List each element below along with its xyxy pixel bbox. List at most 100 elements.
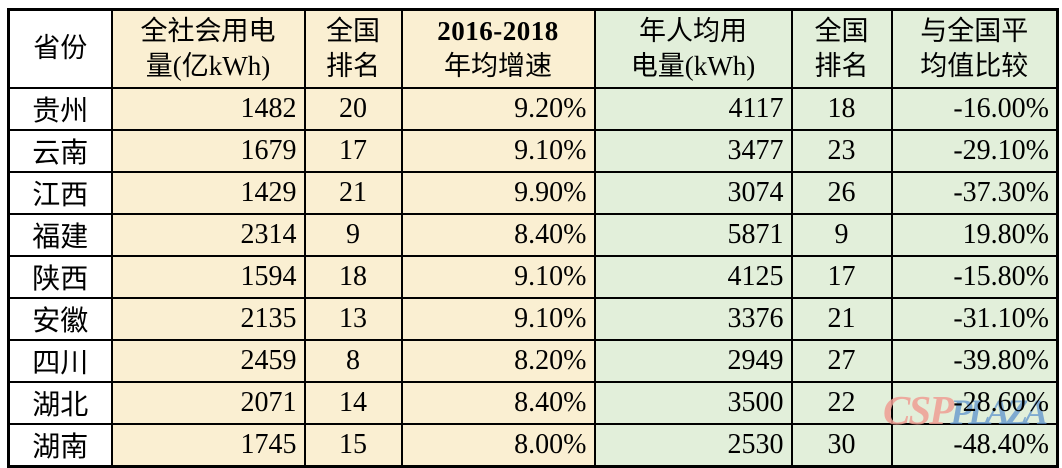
cell-value: 安徽	[32, 305, 89, 337]
cell-value: 1429	[240, 176, 297, 208]
header-line: 2016-2018	[437, 15, 559, 46]
header-cell-1: 全社会用电量(亿kWh)	[110, 8, 306, 89]
cell-value: 18	[827, 92, 856, 124]
table-body: 贵州 1482 20 9.20% 4117 18 -16.00% 云南 1679 17 9.10% 3…	[7, 86, 1059, 467]
cell-national-rank: 9	[303, 212, 403, 257]
cell-total-consumption: 1679	[110, 128, 306, 173]
table-row: 湖北 2071 14 8.40% 3500 22 -28.60%	[7, 380, 1059, 425]
cell-avg-growth: 9.10%	[400, 296, 596, 341]
cell-vs-national-average: -31.10%	[890, 296, 1059, 341]
cell-avg-growth: 9.10%	[400, 254, 596, 299]
cell-value: 1594	[240, 260, 297, 292]
cell-value: -37.30%	[953, 176, 1049, 208]
cell-value: 湖南	[32, 431, 89, 463]
cell-value: 15	[339, 428, 367, 460]
header-cell-2: 全国 排名	[303, 8, 403, 89]
cell-national-rank: 8	[303, 338, 403, 383]
cell-avg-growth: 9.20%	[400, 86, 596, 131]
cell-per-capita-consumption: 5871	[593, 212, 793, 257]
cell-value: 江西	[32, 179, 89, 211]
cell-national-rank-2: 30	[790, 422, 893, 467]
header-line: 与全国平	[920, 15, 1029, 46]
cell-per-capita-consumption: 3477	[593, 128, 793, 173]
cell-province: 湖北	[7, 380, 113, 425]
header-line: 全社会用电	[140, 15, 276, 46]
cell-value: 9.10%	[514, 260, 587, 292]
cell-per-capita-consumption: 3074	[593, 170, 793, 215]
province-electricity-table-container: 省份 全社会用电 量(亿kWh) 全国 排名 2016-2018 年均增速 年人均用 电量(kW…	[7, 8, 1059, 468]
cell-value: -48.40%	[953, 428, 1049, 460]
cell-total-consumption: 1594	[110, 254, 306, 299]
header-line: 年均增速	[444, 50, 552, 81]
cell-value: 9.10%	[514, 134, 587, 166]
cell-value: 2314	[240, 218, 297, 250]
cell-national-rank: 15	[303, 422, 403, 467]
cell-vs-national-average: -37.30%	[890, 170, 1059, 215]
table-row: 福建 2314 9 8.40% 5871 9 19.80%	[7, 212, 1059, 257]
cell-value: 17	[339, 134, 367, 166]
cell-value: 9.20%	[514, 92, 587, 124]
header-line: 省份	[33, 33, 88, 64]
cell-national-rank: 13	[303, 296, 403, 341]
cell-value: 福建	[32, 221, 89, 253]
cell-national-rank: 17	[303, 128, 403, 173]
table-row: 贵州 1482 20 9.20% 4117 18 -16.00%	[7, 86, 1059, 131]
cell-province: 安徽	[7, 296, 113, 341]
header-row: 省份 全社会用电 量(亿kWh) 全国 排名 2016-2018 年均增速 年人均用 电量(kW…	[7, 8, 1059, 89]
header-cell-6: 与全国平 均值比较	[890, 8, 1059, 89]
cell-value: -29.10%	[953, 134, 1049, 166]
header-line: 年人均用	[639, 15, 747, 46]
cell-value: 9.90%	[514, 176, 587, 208]
cell-value: 1745	[240, 428, 297, 460]
cell-vs-national-average: -16.00%	[890, 86, 1059, 131]
cell-value: 17	[827, 260, 856, 292]
cell-value: -31.10%	[953, 302, 1049, 334]
cell-vs-national-average: -15.80%	[890, 254, 1059, 299]
cell-value: 5871	[727, 218, 784, 250]
cell-total-consumption: 1482	[110, 86, 306, 131]
cell-national-rank: 14	[303, 380, 403, 425]
cell-value: 3477	[727, 134, 784, 166]
cell-vs-national-average: -28.60%	[890, 380, 1059, 425]
cell-value: 21	[339, 176, 367, 208]
table-row: 四川 2459 8 8.20% 2949 27 -39.80%	[7, 338, 1059, 383]
cell-value: 27	[827, 344, 856, 376]
cell-value: 26	[827, 176, 856, 208]
cell-province: 陕西	[7, 254, 113, 299]
cell-value: 陕西	[32, 263, 89, 295]
header-line: 均值比较	[920, 50, 1029, 81]
cell-value: 18	[339, 260, 367, 292]
cell-value: -28.60%	[953, 386, 1049, 418]
cell-avg-growth: 8.40%	[400, 380, 596, 425]
table-row: 湖南 1745 15 8.00% 2530 30 -48.40%	[7, 422, 1059, 467]
header-cell-0: 省份	[7, 8, 113, 89]
cell-province: 四川	[7, 338, 113, 383]
cell-value: 19.80%	[962, 218, 1049, 250]
table-row: 安徽 2135 13 9.10% 3376 21 -31.10%	[7, 296, 1059, 341]
cell-per-capita-consumption: 2530	[593, 422, 793, 467]
cell-value: 2530	[727, 428, 784, 460]
cell-national-rank-2: 22	[790, 380, 893, 425]
cell-value: 1482	[240, 92, 297, 124]
cell-province: 贵州	[7, 86, 113, 131]
cell-value: 3074	[727, 176, 784, 208]
cell-national-rank-2: 23	[790, 128, 893, 173]
cell-value: -15.80%	[953, 260, 1049, 292]
cell-avg-growth: 9.90%	[400, 170, 596, 215]
table-row: 江西 1429 21 9.90% 3074 26 -37.30%	[7, 170, 1059, 215]
header-line: 量(亿kWh)	[145, 50, 271, 81]
cell-value: 9.10%	[514, 302, 587, 334]
cell-total-consumption: 1429	[110, 170, 306, 215]
cell-value: 30	[827, 428, 856, 460]
cell-per-capita-consumption: 2949	[593, 338, 793, 383]
cell-value: 9	[346, 218, 360, 250]
cell-national-rank-2: 26	[790, 170, 893, 215]
cell-per-capita-consumption: 4125	[593, 254, 793, 299]
cell-vs-national-average: 19.80%	[890, 212, 1059, 257]
cell-value: 21	[827, 302, 856, 334]
cell-value: 8	[346, 344, 360, 376]
cell-per-capita-consumption: 3500	[593, 380, 793, 425]
header-line: 排名	[814, 50, 869, 81]
header-line: 排名	[326, 50, 380, 81]
cell-value: 8.20%	[514, 344, 587, 376]
